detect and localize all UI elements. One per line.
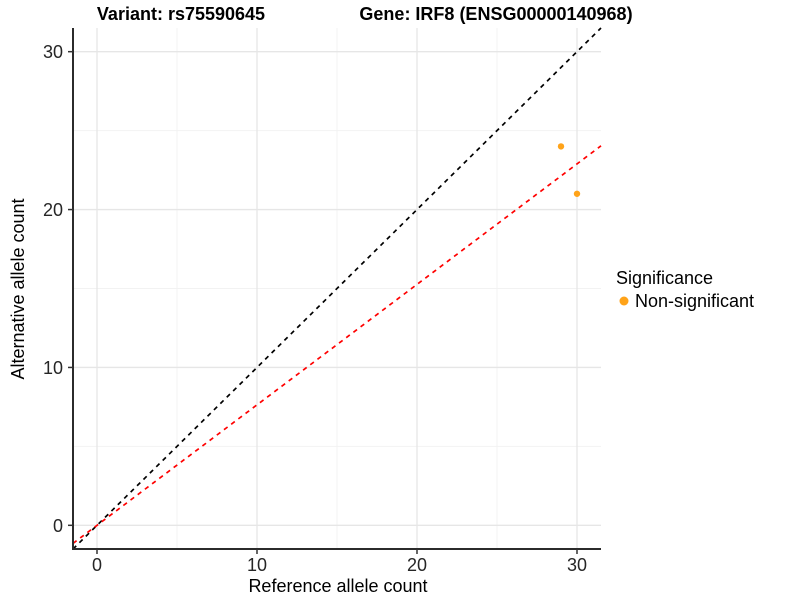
- y-tick-label: 0: [53, 516, 63, 536]
- points-layer: [557, 143, 581, 197]
- y-axis-title: Alternative allele count: [8, 198, 28, 379]
- legend-title: Significance: [616, 268, 713, 288]
- ticks-layer: 0 10 20 30 0 10 20 30: [43, 42, 587, 575]
- x-tick-label: 30: [567, 555, 587, 575]
- x-tick-label: 0: [92, 555, 102, 575]
- reference-lines-layer: [72, 27, 602, 550]
- axis-layer: 0 10 20 30 0 10 20 30: [43, 28, 601, 575]
- x-axis-title: Reference allele count: [248, 576, 427, 596]
- data-point: [557, 143, 565, 150]
- x-tick-label: 20: [407, 555, 427, 575]
- allelic-ratio-line: [72, 145, 602, 545]
- y-tick-label: 10: [43, 358, 63, 378]
- x-tick-label: 10: [247, 555, 267, 575]
- y-tick-label: 30: [43, 42, 63, 62]
- legend: Significance Non-significant: [616, 268, 754, 311]
- plot-title-gene: Gene: IRF8 (ENSG00000140968): [359, 4, 632, 24]
- grid-layer: [73, 28, 601, 549]
- legend-key-dot: [619, 296, 629, 306]
- legend-item-label: Non-significant: [635, 291, 754, 311]
- identity-line: [72, 27, 602, 550]
- plot-title-variant: Variant: rs75590645: [97, 4, 265, 24]
- y-tick-label: 20: [43, 200, 63, 220]
- data-point: [573, 190, 581, 197]
